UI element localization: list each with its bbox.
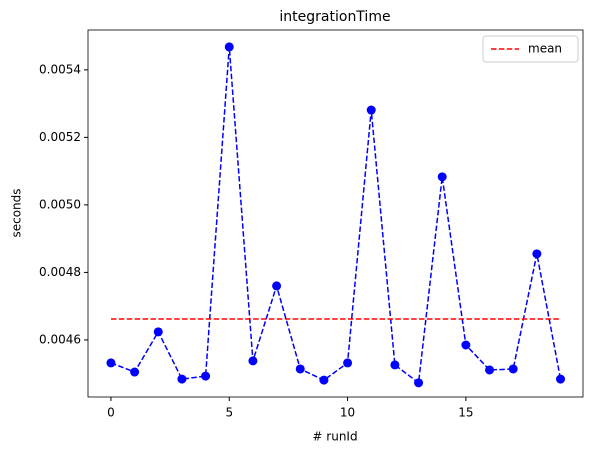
data-point [272, 281, 282, 291]
data-point [437, 172, 447, 182]
data-point [248, 356, 258, 366]
data-point [390, 360, 400, 370]
data-point [177, 374, 187, 384]
data-point [130, 367, 140, 377]
data-point [153, 327, 163, 337]
data-point [461, 340, 471, 350]
x-tick-label: 0 [107, 406, 115, 420]
data-point [414, 378, 424, 388]
x-tick-label: 5 [225, 406, 233, 420]
y-tick-label: 0.0054 [39, 62, 81, 76]
data-point [201, 371, 211, 381]
y-tick-label: 0.0046 [39, 332, 81, 346]
y-tick-label: 0.0052 [39, 130, 81, 144]
data-point [366, 105, 376, 115]
y-tick-label: 0.0050 [39, 197, 81, 211]
chart-title: integrationTime [279, 9, 390, 25]
legend-label: mean [528, 42, 562, 56]
x-tick-label: 10 [340, 406, 355, 420]
data-point [319, 375, 329, 385]
data-point [532, 249, 542, 259]
legend-box [482, 35, 579, 63]
plot-frame [87, 29, 584, 398]
y-axis-label: seconds [10, 188, 24, 237]
data-point [556, 374, 566, 384]
data-point [106, 358, 116, 368]
data-point [343, 358, 353, 368]
data-point [295, 364, 305, 374]
x-axis-label: # runId [312, 430, 357, 444]
data-point [485, 365, 495, 375]
data-point [224, 42, 234, 52]
series-line [110, 46, 562, 385]
y-tick-label: 0.0048 [39, 265, 81, 279]
x-tick-label: 15 [458, 406, 473, 420]
data-point [508, 364, 518, 374]
